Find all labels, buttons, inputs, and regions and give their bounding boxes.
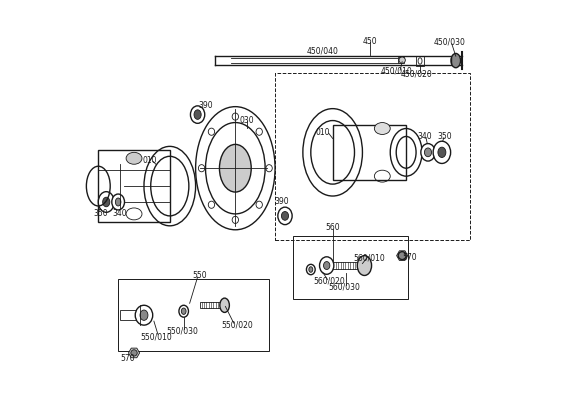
Text: 450/030: 450/030 [434, 38, 466, 46]
Ellipse shape [256, 128, 263, 135]
Ellipse shape [190, 106, 205, 123]
Ellipse shape [140, 310, 148, 320]
Ellipse shape [135, 305, 153, 325]
Text: 450: 450 [363, 37, 378, 46]
Ellipse shape [374, 122, 390, 134]
Ellipse shape [433, 141, 451, 164]
Text: 390: 390 [275, 198, 289, 206]
Text: 010: 010 [315, 128, 330, 137]
Text: 570: 570 [120, 354, 135, 363]
Ellipse shape [220, 144, 251, 192]
Ellipse shape [424, 148, 431, 157]
Ellipse shape [320, 257, 334, 274]
Ellipse shape [126, 152, 142, 164]
Text: 550/030: 550/030 [166, 326, 199, 336]
Ellipse shape [278, 207, 292, 225]
Polygon shape [128, 348, 140, 358]
Ellipse shape [181, 308, 186, 314]
Text: 450/010: 450/010 [380, 66, 412, 76]
Text: 010: 010 [143, 156, 157, 165]
Ellipse shape [194, 110, 201, 119]
Ellipse shape [306, 264, 315, 275]
Text: 340: 340 [113, 210, 127, 218]
Text: 350: 350 [438, 132, 452, 141]
Text: 560/010: 560/010 [354, 253, 385, 262]
Ellipse shape [324, 262, 330, 270]
Text: 390: 390 [198, 101, 213, 110]
Text: 450/040: 450/040 [307, 46, 338, 56]
Ellipse shape [399, 57, 405, 63]
Text: 340: 340 [418, 132, 432, 141]
Ellipse shape [256, 201, 263, 208]
Polygon shape [397, 251, 408, 260]
Ellipse shape [131, 350, 137, 356]
Polygon shape [193, 109, 203, 114]
Ellipse shape [208, 201, 215, 208]
Text: 550/010: 550/010 [140, 332, 171, 342]
Ellipse shape [102, 197, 110, 207]
Text: 570: 570 [403, 253, 417, 262]
Text: 560: 560 [325, 223, 340, 232]
Ellipse shape [208, 128, 215, 135]
Polygon shape [333, 124, 406, 180]
Ellipse shape [281, 212, 289, 220]
Text: 550: 550 [192, 271, 207, 280]
Ellipse shape [309, 267, 313, 272]
Ellipse shape [438, 147, 446, 158]
Text: 030: 030 [240, 116, 255, 125]
Ellipse shape [179, 305, 188, 317]
Ellipse shape [232, 216, 238, 224]
Ellipse shape [199, 165, 205, 172]
Ellipse shape [98, 192, 114, 212]
Bar [118, 280, 269, 351]
Ellipse shape [451, 54, 461, 68]
Polygon shape [98, 150, 170, 222]
Text: 450/020: 450/020 [401, 69, 432, 78]
Polygon shape [120, 310, 144, 320]
Ellipse shape [421, 144, 435, 161]
Ellipse shape [220, 298, 229, 312]
Ellipse shape [398, 252, 406, 260]
Bar [275, 73, 470, 240]
Polygon shape [200, 302, 225, 308]
Text: 560/020: 560/020 [314, 277, 345, 286]
Ellipse shape [115, 198, 121, 206]
Text: 350: 350 [94, 210, 108, 218]
Ellipse shape [266, 165, 272, 172]
Text: 550/020: 550/020 [221, 321, 253, 330]
Ellipse shape [232, 113, 238, 120]
Ellipse shape [112, 194, 125, 210]
Bar [398, 57, 404, 63]
Text: 560/030: 560/030 [329, 283, 361, 292]
Bar [293, 236, 408, 299]
Ellipse shape [357, 256, 372, 276]
Polygon shape [327, 262, 358, 269]
Polygon shape [416, 56, 424, 66]
